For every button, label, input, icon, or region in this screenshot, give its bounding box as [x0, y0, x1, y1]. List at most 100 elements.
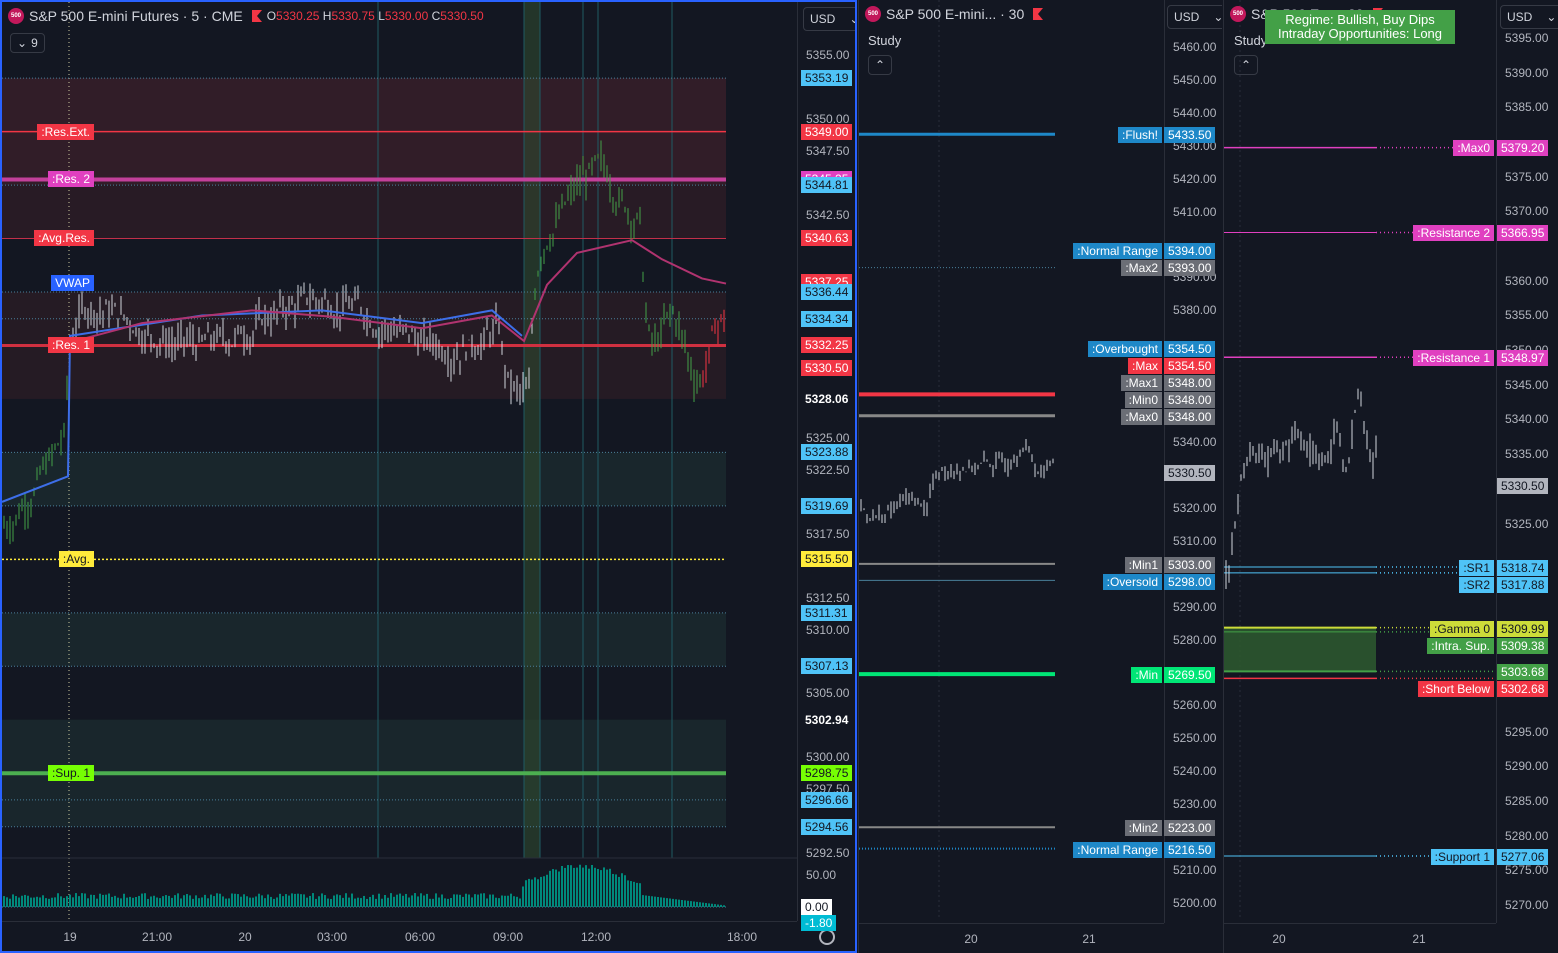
price-tick: 5380.00 [1173, 303, 1217, 318]
price-tick: 5390.00 [1505, 65, 1549, 80]
price-tick: 5420.00 [1173, 171, 1217, 186]
pane3-price-axis[interactable]: 5395.00 5390.00 5385.00 5375.00 5370.00 5360.… [1496, 0, 1558, 923]
axis-price-label: 5330.50 [1497, 478, 1549, 494]
level-name-label: :Intra. Sup. [1427, 638, 1494, 654]
axis-price-label: 5330.50 [801, 359, 853, 376]
regime-price-chart[interactable] [1224, 0, 1496, 920]
level-name-label: :Resistance 1 [1413, 350, 1494, 366]
price-tick: 5275.00 [1505, 863, 1549, 878]
level-price-label: 5223.00 [1164, 820, 1216, 836]
price-tick: 5360.00 [1505, 273, 1549, 288]
price-tick: 5280.00 [1505, 828, 1549, 843]
axis-price-label: 5307.13 [801, 658, 853, 675]
level-name-label: :SR2 [1459, 577, 1494, 593]
level-name-label: :Normal Range [1073, 842, 1162, 858]
price-tick: 5270.00 [1505, 898, 1549, 912]
level-name-label: :Short Below [1417, 681, 1494, 697]
level-price-label: 5315.50 [801, 551, 853, 568]
pane2-currency-selector[interactable]: USD⌄ [1167, 5, 1222, 29]
price-tick: 5395.00 [1505, 31, 1549, 45]
price-tick: 5325.00 [806, 431, 850, 446]
price-tick: 5342.50 [806, 207, 850, 222]
level-price-label: 5340.63 [801, 230, 853, 247]
level-price-label: 5303.00 [1164, 557, 1216, 573]
flag-icon[interactable] [251, 10, 262, 22]
price-tick: 5335.00 [1505, 447, 1549, 462]
chevron-down-icon: ⌄ [849, 12, 855, 26]
level-name-label: :Max1 [1121, 375, 1162, 391]
price-tick: 5317.50 [806, 526, 850, 541]
axis-price-label: 5334.34 [801, 310, 853, 327]
price-tick: 5260.00 [1173, 698, 1217, 713]
axis-price-label: 5323.88 [801, 444, 853, 461]
level-price-label: 5298.75 [801, 765, 853, 782]
price-tick: 5292.50 [806, 846, 850, 860]
ohlc-readout: O5330.25 H5330.75 L5330.00 C5330.50 [266, 9, 484, 23]
level-price-label: 5332.25 [801, 337, 853, 354]
level-name-label: :Overbought [1087, 341, 1162, 357]
time-tick: 21 [1412, 932, 1426, 946]
level-name-label: :Avg. [58, 551, 94, 568]
collapse-button[interactable]: ⌃ [1234, 55, 1259, 75]
level-price-label: 5216.50 [1164, 842, 1216, 858]
session-highlight [524, 2, 540, 858]
chevron-down-icon: ⌄ [17, 36, 28, 50]
level-name-label: :Gamma 0 [1429, 621, 1494, 637]
level-price-label: 5348.00 [1164, 409, 1216, 425]
axis-price-label: 5344.81 [801, 177, 853, 194]
chart-pane-levels[interactable]: 500 S&P 500 E-mini... · 30 Study ⌃ 5460.… [858, 0, 1222, 953]
pane1-currency-selector[interactable]: USD⌄ [803, 7, 855, 31]
chart-pane-main[interactable]: 500 S&P 500 E-mini Futures · 5 · CME O53… [0, 0, 857, 953]
pane1-time-axis[interactable]: 19 21:00 20 03:00 06:00 09:00 12:00 18:00 [2, 921, 797, 951]
price-tick: 5310.00 [806, 622, 850, 637]
opportunities-text: Intraday Opportunities: Long [1277, 26, 1443, 41]
level-price-label: 5318.74 [1497, 560, 1549, 576]
symbol-title[interactable]: S&P 500 E-mini... · 30 [886, 6, 1025, 22]
collapse-button[interactable]: ⌃ [868, 55, 893, 75]
level-price-label: 5433.50 [1164, 127, 1216, 143]
main-price-chart[interactable] [2, 2, 797, 922]
level-name-label: :Min0 [1124, 392, 1162, 408]
level-name-label: VWAP [51, 275, 94, 292]
pane2-price-axis[interactable]: 5460.00 5450.00 5440.00 5430.00 5420.00 5410.… [1164, 0, 1222, 923]
price-tick: 5250.00 [1173, 731, 1217, 746]
axis-price-label: 5336.44 [801, 283, 853, 300]
price-tick: 5460.00 [1173, 40, 1217, 54]
price-tick: 5240.00 [1173, 764, 1217, 779]
axis-price-label: 5319.69 [801, 497, 853, 514]
pane2-time-axis[interactable]: 20 21 [859, 923, 1164, 953]
pane3-time-axis[interactable]: 20 21 [1224, 923, 1496, 953]
level-name-label: :Min2 [1124, 820, 1162, 836]
price-tick: 5340.00 [1505, 412, 1549, 427]
pane1-price-axis[interactable]: 5355.00 5350.00 5347.50 5342.50 5325.00 5322.… [797, 2, 855, 921]
level-price-label: 5309.38 [1497, 638, 1549, 654]
chevron-down-icon: ⌄ [1546, 10, 1557, 24]
level-price-label: 5379.20 [1497, 140, 1549, 156]
zone-band [2, 185, 726, 239]
level-price-label: 5348.00 [1164, 392, 1216, 408]
study-label: Study [868, 33, 902, 48]
time-tick: 03:00 [316, 930, 348, 944]
price-tick: 5355.00 [1505, 308, 1549, 323]
pane3-currency-selector[interactable]: USD ⌄ [1500, 5, 1558, 29]
time-tick: 20 [964, 932, 978, 946]
level-name-label: :Normal Range [1073, 243, 1162, 259]
price-tick: 5312.50 [806, 590, 850, 605]
price-tick: 5345.00 [1505, 377, 1549, 392]
axis-price-label: -1.80 [801, 915, 837, 931]
zone-band [2, 452, 726, 506]
symbol-title[interactable]: S&P 500 E-mini Futures · 5 · CME [29, 8, 243, 24]
chevron-down-icon: ⌄ [1213, 10, 1222, 24]
level-price-label: 5349.00 [801, 123, 853, 140]
flag-icon[interactable] [1033, 8, 1044, 20]
price-tick: 5295.00 [1505, 724, 1549, 739]
level-name-label: :SR1 [1459, 560, 1494, 576]
price-tick: 5200.00 [1173, 896, 1217, 910]
price-tick: 5325.00 [1505, 516, 1549, 531]
chart-pane-regime[interactable]: 500 S&P 500 E-... · 30 Study ⌃ Regime: B… [1223, 0, 1558, 953]
settings-gear-icon[interactable] [819, 929, 835, 945]
regime-text: Regime: Bullish, Buy Dips [1285, 12, 1435, 27]
price-tick: 5290.00 [1505, 759, 1549, 774]
indicators-toggle-button[interactable]: ⌄ 9 [10, 33, 45, 53]
levels-price-chart[interactable] [859, 0, 1164, 920]
